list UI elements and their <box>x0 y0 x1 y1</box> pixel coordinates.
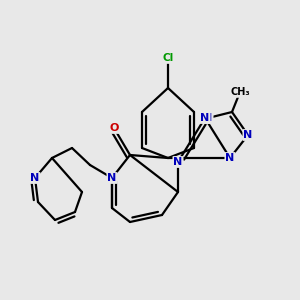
Text: N: N <box>173 157 183 167</box>
Text: N: N <box>107 173 117 183</box>
Text: N: N <box>225 153 235 163</box>
Text: CH₃: CH₃ <box>230 87 250 97</box>
Text: Cl: Cl <box>162 53 174 63</box>
Text: N: N <box>243 130 253 140</box>
Text: N: N <box>203 113 213 123</box>
Text: O: O <box>109 123 119 133</box>
Text: N: N <box>200 113 210 123</box>
Text: N: N <box>30 173 40 183</box>
